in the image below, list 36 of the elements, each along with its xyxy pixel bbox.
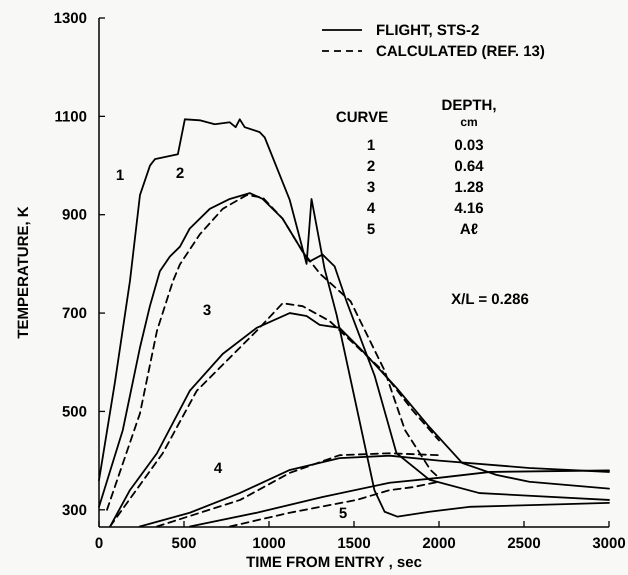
annotation: 1: [366, 137, 376, 154]
y-tick-label: 300: [62, 502, 87, 519]
annotation: CURVE: [336, 109, 388, 126]
legend-label: CALCULATED (REF. 13): [376, 43, 545, 60]
x-tick-label: 2500: [507, 535, 541, 552]
legend-label: FLIGHT, STS-2: [376, 22, 480, 39]
annotation: 1: [116, 167, 124, 184]
annotation: 4: [366, 200, 376, 217]
annotation: 2: [176, 165, 184, 182]
annotation: DEPTH,: [441, 97, 497, 114]
annotation: Aℓ: [460, 221, 478, 238]
x-tick-label: 1500: [337, 535, 371, 552]
annotation: 5: [338, 505, 348, 522]
annotation: 1.28: [454, 179, 484, 196]
y-axis-title: TEMPERATURE, K: [15, 206, 32, 339]
annotation: 0.03: [454, 137, 484, 154]
annotation: X/L = 0.286: [451, 291, 529, 308]
annotation: 0.64: [454, 158, 484, 175]
x-tick-label: 3000: [592, 535, 626, 552]
x-tick-label: 0: [94, 535, 104, 552]
annotation: cm: [460, 115, 478, 129]
y-tick-label: 1300: [54, 10, 87, 27]
x-tick-label: 1000: [252, 535, 286, 552]
y-tick-label: 1100: [54, 108, 87, 126]
y-tick-label: 700: [62, 305, 87, 322]
y-tick-label: 500: [62, 403, 87, 420]
annotation: 2: [366, 158, 376, 175]
annotation: 4: [214, 460, 223, 477]
x-tick-label: 500: [171, 535, 197, 552]
annotation: 3: [366, 179, 376, 196]
x-axis-title: TIME FROM ENTRY , sec: [246, 554, 422, 571]
annotation: 4.16: [454, 200, 484, 217]
annotation: 5: [366, 221, 376, 238]
annotation: 3: [202, 302, 212, 319]
y-tick-label: 900: [62, 206, 87, 224]
x-tick-label: 2000: [422, 535, 456, 552]
